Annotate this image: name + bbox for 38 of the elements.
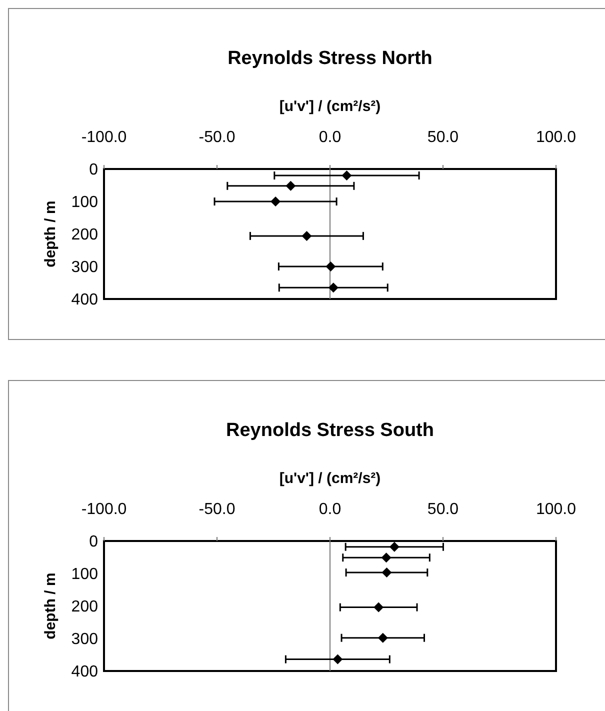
y-axis-title: depth / m bbox=[42, 572, 59, 640]
x-tick-label: -50.0 bbox=[198, 501, 236, 518]
y-axis-title: depth / m bbox=[42, 200, 59, 268]
point bbox=[286, 180, 296, 191]
chart-title: Reynolds Stress South bbox=[226, 420, 434, 441]
y-tick-label: 200 bbox=[71, 226, 98, 244]
point bbox=[342, 170, 352, 180]
point bbox=[328, 282, 338, 293]
x-tick-label: 50.0 bbox=[427, 129, 459, 146]
point bbox=[378, 632, 388, 643]
point bbox=[326, 262, 336, 272]
point bbox=[374, 602, 384, 612]
point bbox=[302, 230, 312, 241]
y-tick-label: 400 bbox=[71, 664, 98, 681]
y-tick-label: 0 bbox=[89, 534, 98, 551]
x-tick-label: 50.0 bbox=[427, 501, 459, 518]
x-axis-title: [u'v'] / (cm²/s²) bbox=[279, 98, 381, 115]
point bbox=[332, 654, 343, 664]
chart-title: Reynolds Stress North bbox=[228, 48, 432, 69]
point bbox=[270, 196, 281, 206]
x-tick-label: 100.0 bbox=[536, 501, 576, 518]
y-tick-label: 0 bbox=[89, 162, 98, 179]
x-tick-label: -100.0 bbox=[81, 129, 127, 146]
x-tick-label: 0.0 bbox=[318, 501, 342, 518]
x-tick-label: -50.0 bbox=[198, 129, 236, 146]
x-tick-label: 0.0 bbox=[318, 129, 342, 146]
y-tick-label: 200 bbox=[71, 598, 98, 616]
y-tick-label: 400 bbox=[71, 292, 98, 309]
y-tick-label: 300 bbox=[71, 631, 98, 648]
x-tick-label: 100.0 bbox=[536, 129, 576, 146]
x-axis-title: [u'v'] / (cm²/s²) bbox=[279, 470, 381, 487]
point bbox=[381, 552, 392, 563]
point bbox=[382, 568, 392, 578]
y-tick-label: 100 bbox=[71, 566, 98, 584]
y-tick-label: 300 bbox=[71, 259, 98, 276]
x-tick-label: -100.0 bbox=[81, 501, 127, 518]
y-tick-label: 100 bbox=[71, 194, 98, 212]
point bbox=[389, 542, 400, 552]
